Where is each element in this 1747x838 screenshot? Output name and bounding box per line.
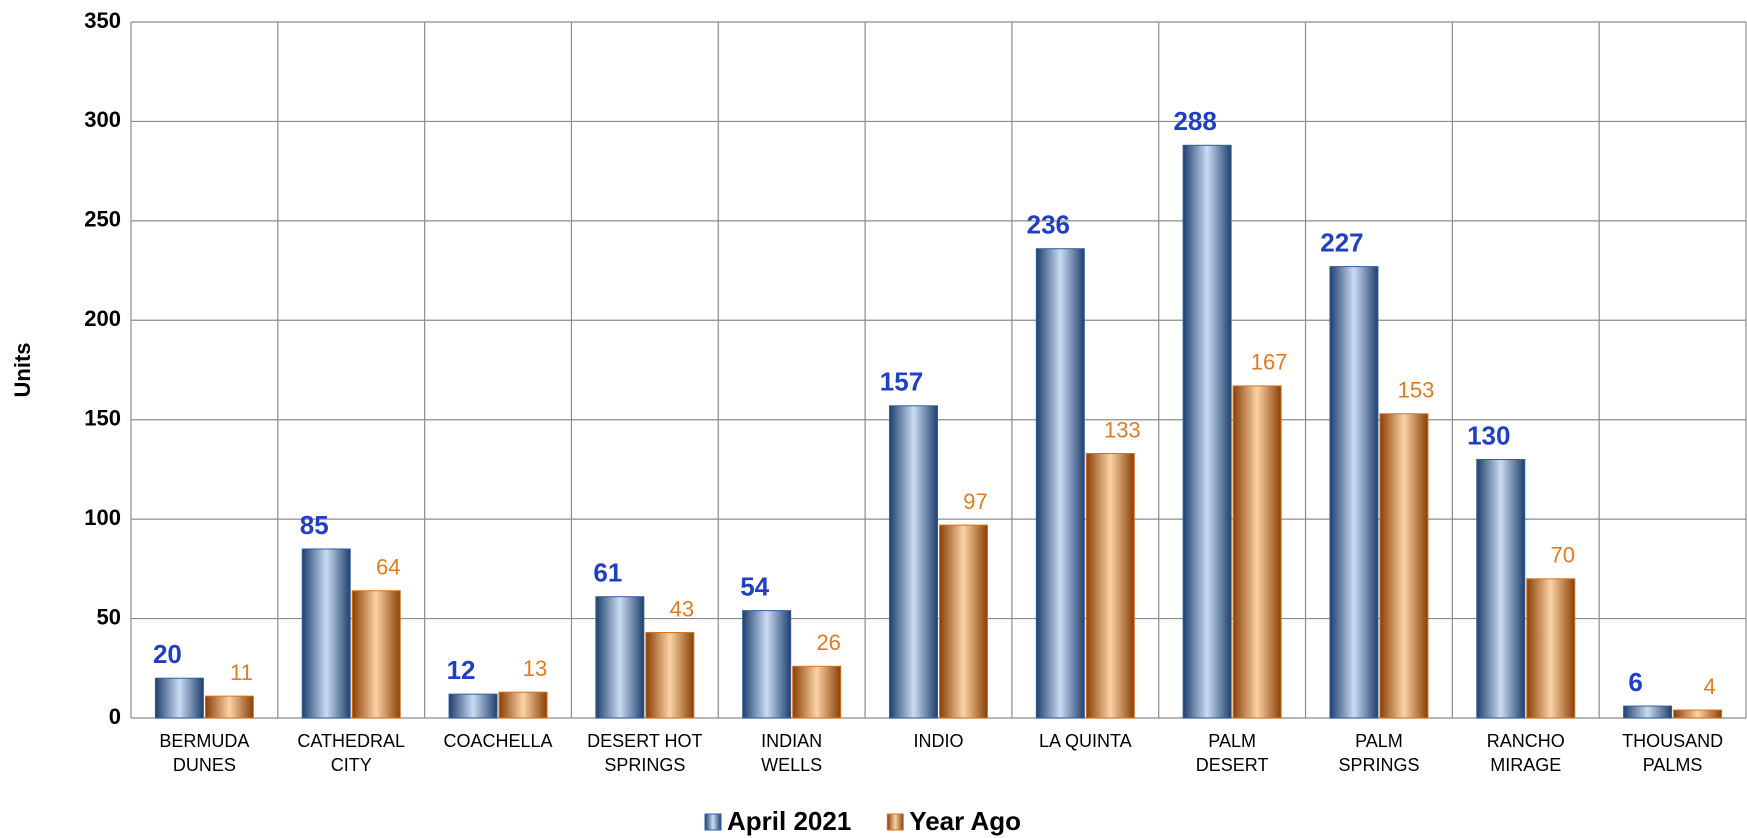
legend-label: April 2021 — [727, 806, 851, 836]
bar — [1035, 248, 1085, 719]
bar — [939, 524, 988, 719]
data-label: 288 — [1173, 106, 1216, 136]
x-tick-label: INDIO — [913, 731, 963, 751]
data-label: 6 — [1628, 667, 1642, 697]
x-tick-label: BERMUDA DUNES — [159, 731, 249, 775]
bar — [889, 405, 938, 719]
data-label: 227 — [1320, 227, 1363, 257]
bar — [1526, 578, 1576, 719]
bar — [1329, 266, 1379, 719]
x-tick-label: RANCHO MIRAGE — [1487, 731, 1565, 775]
bar — [1182, 144, 1232, 719]
x-tick-label: PALM DESERT — [1196, 731, 1269, 775]
data-label: 54 — [740, 571, 769, 601]
x-tick-label: PALM SPRINGS — [1338, 731, 1419, 775]
y-tick-label: 250 — [84, 207, 121, 232]
data-label: 97 — [963, 489, 987, 514]
bar — [1623, 705, 1673, 719]
data-label: 12 — [447, 655, 476, 685]
data-label: 157 — [880, 367, 923, 397]
y-tick-label: 350 — [84, 8, 121, 33]
y-tick-label: 50 — [97, 604, 121, 629]
data-label: 43 — [670, 596, 694, 621]
y-tick-label: 100 — [84, 505, 121, 530]
x-tick-label: THOUSAND PALMS — [1622, 731, 1723, 775]
bar — [448, 693, 498, 719]
data-label: 13 — [523, 656, 547, 681]
data-label: 70 — [1551, 543, 1575, 568]
data-label: 20 — [153, 639, 182, 669]
data-label: 236 — [1027, 210, 1070, 240]
legend-swatch — [704, 813, 722, 831]
y-tick-label: 300 — [84, 107, 121, 132]
bar — [498, 691, 548, 719]
legend-label: Year Ago — [909, 806, 1021, 836]
y-tick-label: 0 — [109, 704, 121, 729]
bar — [204, 695, 254, 719]
data-label: 4 — [1703, 674, 1715, 699]
x-tick-label: COACHELLA — [444, 731, 553, 751]
bar — [645, 631, 695, 719]
legend-swatch — [886, 813, 904, 831]
bar — [1232, 385, 1282, 719]
bar — [792, 665, 842, 719]
y-axis-title: Units — [10, 343, 35, 398]
bar — [154, 677, 204, 719]
bar — [1085, 453, 1135, 719]
data-label: 11 — [230, 660, 253, 685]
data-label: 26 — [816, 630, 840, 655]
bar — [742, 610, 792, 719]
bar — [1379, 413, 1429, 719]
x-tick-label: INDIAN WELLS — [761, 731, 822, 775]
y-tick-label: 200 — [84, 306, 121, 331]
x-tick-label: CATHEDRAL CITY — [297, 731, 405, 775]
bar — [301, 548, 351, 719]
data-label: 130 — [1467, 420, 1510, 450]
data-label: 64 — [376, 555, 400, 580]
data-label: 167 — [1251, 350, 1288, 375]
bar — [351, 590, 401, 719]
data-label: 85 — [300, 510, 329, 540]
x-tick-label: LA QUINTA — [1039, 731, 1132, 751]
bar — [1476, 458, 1526, 719]
data-label: 133 — [1104, 417, 1141, 442]
y-tick-label: 150 — [84, 406, 121, 431]
data-label: 61 — [593, 558, 622, 588]
bar — [1673, 709, 1723, 719]
bar — [595, 596, 645, 719]
x-tick-label: DESERT HOT SPRINGS — [587, 731, 702, 775]
data-label: 153 — [1398, 378, 1435, 403]
